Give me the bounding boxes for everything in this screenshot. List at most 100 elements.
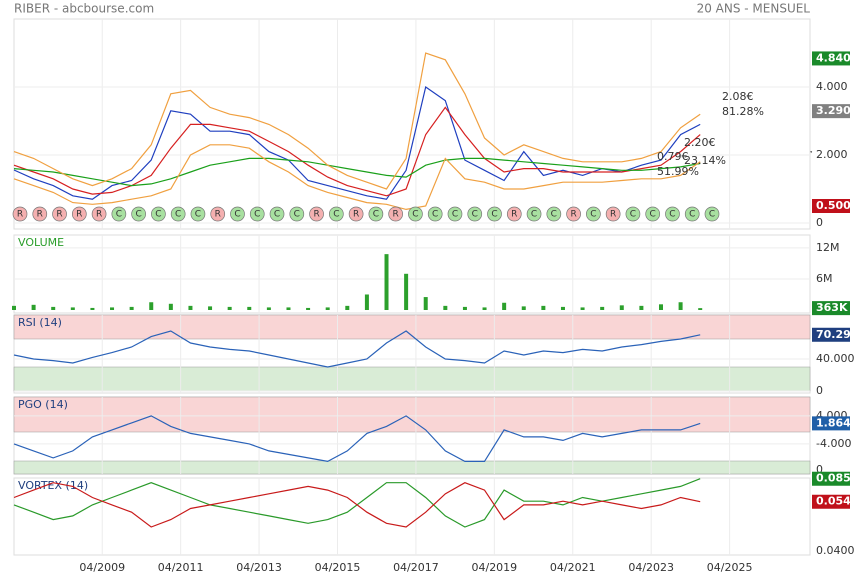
- signal-marker: [388, 206, 404, 222]
- y-tick-label: 0: [816, 384, 823, 397]
- annotation: 51.99%: [657, 165, 699, 178]
- signal-letter: C: [472, 210, 478, 220]
- value-badge-label: 4.840: [816, 51, 851, 64]
- signal-letter: R: [570, 210, 576, 220]
- y-tick-label: -4.000: [816, 437, 851, 450]
- panel-frame: [13, 477, 811, 556]
- signal-letter: R: [313, 210, 319, 220]
- annotation: 0.79€: [657, 150, 689, 163]
- volume-bar: [286, 307, 291, 310]
- signal-marker: [32, 206, 48, 222]
- signal-marker: [328, 206, 344, 222]
- series-line: [13, 106, 701, 197]
- signal-marker: [368, 206, 384, 222]
- signal-letter: C: [195, 210, 201, 220]
- signal-marker: [348, 206, 364, 222]
- y-floor-label: 0.0400: [816, 544, 855, 557]
- signal-letter: C: [452, 210, 458, 220]
- signal-marker: [566, 206, 581, 222]
- value-badge-label: 1.864: [816, 416, 851, 429]
- signal-letter: R: [37, 210, 43, 220]
- signal-letter: R: [215, 210, 221, 220]
- signal-marker: [487, 206, 502, 222]
- signal-letter: C: [551, 210, 557, 220]
- value-badge-label: 363K: [816, 301, 848, 314]
- volume-bar: [227, 306, 232, 310]
- signal-marker: [447, 206, 463, 222]
- value-badge: [812, 471, 850, 486]
- signal-marker: [111, 206, 127, 222]
- series-line: [13, 415, 701, 463]
- volume-bar: [129, 306, 134, 310]
- panel-title: PGO (14): [18, 398, 68, 411]
- signal-marker: [151, 206, 166, 222]
- signal-letter: C: [234, 210, 240, 220]
- signal-letter: C: [175, 210, 181, 220]
- signal-letter: R: [511, 210, 517, 220]
- signal-marker: [427, 206, 443, 222]
- volume-bar: [560, 306, 565, 310]
- signal-marker: [249, 206, 265, 222]
- x-tick-label: 04/2023: [628, 561, 674, 574]
- signal-marker: [605, 206, 621, 222]
- annotation: 81.28%: [722, 105, 764, 118]
- y-tick-label: 0: [816, 216, 823, 229]
- volume-bar: [678, 302, 683, 310]
- signal-marker: [467, 206, 483, 222]
- x-tick-label: 04/2021: [550, 561, 596, 574]
- signal-letter: C: [650, 210, 656, 220]
- y-tick-label: 2.000: [816, 148, 848, 161]
- signal-letter: C: [491, 210, 497, 220]
- signal-marker: [210, 206, 226, 222]
- zone: [13, 314, 811, 340]
- volume-bar: [149, 302, 154, 310]
- value-badge: [812, 104, 850, 119]
- value-badge: [812, 51, 850, 66]
- signal-marker: [526, 206, 542, 222]
- signal-marker: [309, 206, 324, 222]
- signal-letter: R: [76, 210, 82, 220]
- zone: [13, 460, 811, 475]
- signal-marker: [52, 206, 67, 222]
- x-tick-label: 04/2013: [236, 561, 282, 574]
- signal-marker: [190, 206, 206, 222]
- volume-bar: [658, 304, 663, 310]
- volume-bar: [521, 306, 526, 310]
- panel-title: VOLUME: [18, 236, 64, 249]
- zone: [13, 366, 811, 392]
- signal-letter: R: [56, 210, 62, 220]
- volume-bar: [619, 305, 624, 310]
- value-badge: [812, 301, 850, 316]
- volume-bar: [51, 306, 56, 310]
- volume-bar: [423, 297, 428, 310]
- signal-letter: C: [155, 210, 161, 220]
- signal-marker: [71, 206, 87, 222]
- volume-bar: [31, 304, 36, 310]
- volume-bar: [364, 294, 369, 310]
- signal-letter: C: [590, 210, 596, 220]
- period: 20 ANS - MENSUEL: [697, 2, 811, 16]
- series-line: [13, 482, 701, 528]
- volume-bar: [110, 307, 115, 310]
- signal-letter: R: [353, 210, 359, 220]
- signal-marker: [408, 206, 423, 222]
- volume-bar: [541, 305, 546, 310]
- series-line: [13, 157, 701, 187]
- signal-marker: [269, 206, 285, 222]
- annotation: 2.20€: [684, 136, 716, 149]
- signal-letter: C: [709, 210, 715, 220]
- value-badge-label: 0.5000: [816, 199, 859, 212]
- value-badge-label: 70.29: [816, 328, 851, 341]
- signal-marker: [230, 206, 245, 222]
- signal-marker: [170, 206, 186, 222]
- x-tick-label: 04/2015: [315, 561, 361, 574]
- volume-bar: [168, 303, 173, 310]
- volume-bar: [462, 306, 467, 310]
- volume-bar: [580, 307, 585, 310]
- y-tick-label: 4.000: [816, 80, 848, 93]
- value-badge-label: 0.0853: [816, 472, 858, 485]
- volume-bar: [600, 306, 605, 310]
- signal-letter: C: [412, 210, 418, 220]
- signal-letter: C: [294, 210, 300, 220]
